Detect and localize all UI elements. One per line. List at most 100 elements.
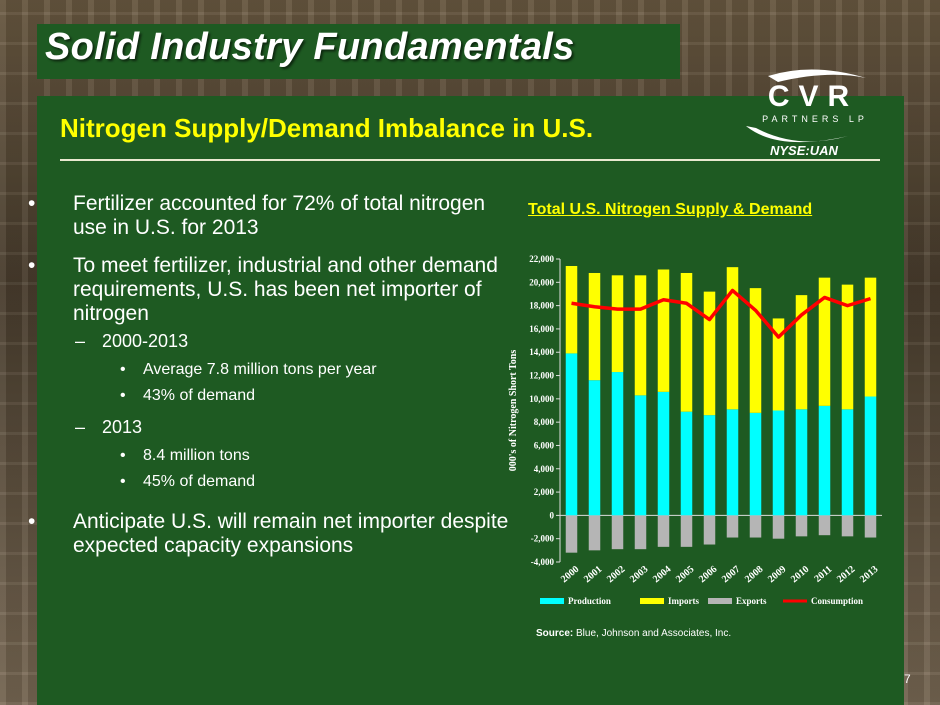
logo-main-text: CVR [768, 80, 858, 113]
legend-swatch-production [540, 598, 564, 604]
x-tick-label: 2003 [628, 564, 650, 585]
x-tick-label: 2004 [651, 564, 673, 585]
x-tick-label: 2010 [789, 564, 811, 585]
legend-label-exports: Exports [736, 596, 767, 606]
y-tick-label: 10,000 [529, 394, 554, 404]
sub-sub-bullet-item: Average 7.8 million tons per year [28, 360, 518, 380]
bar-exports [680, 515, 693, 547]
bar-production [703, 415, 716, 516]
x-tick-label: 2007 [720, 564, 742, 585]
bar-production [864, 396, 877, 516]
bullet-item: Fertilizer accounted for 72% of total ni… [28, 192, 518, 240]
bar-production [611, 372, 624, 516]
bar-exports [588, 515, 601, 551]
y-axis-label: 000's of Nitrogen Short Tons [508, 350, 519, 472]
bullet-item: Anticipate U.S. will remain net importer… [28, 510, 518, 558]
logo-swoosh [768, 69, 866, 82]
logo-sub-text: PARTNERS LP [762, 114, 868, 124]
sub-sub-bullet-item: 43% of demand [28, 386, 518, 406]
bar-production [726, 409, 739, 516]
bar-imports [864, 277, 877, 397]
bar-production [795, 409, 808, 516]
bar-imports [611, 275, 624, 373]
bar-exports [726, 515, 739, 538]
bar-imports [841, 284, 854, 410]
bar-production [749, 412, 762, 516]
x-tick-label: 2006 [697, 564, 719, 585]
x-tick-label: 2008 [743, 564, 765, 585]
legend-label-production: Production [568, 596, 611, 606]
legend-label-imports: Imports [668, 596, 699, 606]
y-tick-label: 0 [550, 510, 555, 520]
bar-exports [657, 515, 670, 547]
stock-ticker: NYSE:UAN [770, 143, 838, 158]
divider-rule [60, 159, 880, 161]
cvr-logo: CVR PARTNERS LP [746, 69, 868, 143]
bar-exports [841, 515, 854, 537]
bar-production [680, 411, 693, 516]
legend-swatch-exports [708, 598, 732, 604]
legend-swatch-imports [640, 598, 664, 604]
legend-label-consumption: Consumption [811, 596, 863, 606]
bar-imports [588, 272, 601, 381]
page-number: 7 [904, 672, 911, 686]
y-tick-label: -2,000 [531, 534, 555, 544]
x-tick-label: 2011 [812, 564, 834, 585]
bar-production [657, 391, 670, 516]
x-tick-label: 2002 [605, 564, 627, 585]
bar-production [772, 410, 785, 516]
bullet-list: Fertilizer accounted for 72% of total ni… [28, 192, 518, 572]
sub-sub-bullet-item: 45% of demand [28, 472, 518, 492]
bar-exports [864, 515, 877, 538]
bar-imports [657, 269, 670, 392]
bar-exports [749, 515, 762, 538]
y-tick-label: 18,000 [529, 301, 554, 311]
bar-exports [634, 515, 647, 550]
bar-exports [703, 515, 716, 545]
bar-imports [703, 291, 716, 416]
bar-imports [565, 265, 578, 354]
source-label: Source: [536, 628, 574, 639]
sub-bullet-item: 2013 [28, 416, 518, 438]
x-tick-label: 2000 [559, 564, 581, 585]
bar-imports [772, 318, 785, 411]
bar-imports [795, 295, 808, 410]
nitrogen-chart: -4,000 -2,000 0 2,000 4,000 6,000 8,000 10,000 1… [508, 254, 882, 606]
bar-imports [749, 288, 762, 413]
bar-exports [772, 515, 785, 539]
sub-sub-bullet-item: 8.4 million tons [28, 446, 518, 466]
bar-imports [726, 267, 739, 410]
bar-production [565, 353, 578, 516]
chart-title: Total U.S. Nitrogen Supply & Demand [528, 201, 813, 218]
bar-exports [818, 515, 831, 536]
sub-bullet-item: 2000-2013 [28, 330, 518, 352]
y-tick-label: 12,000 [529, 371, 554, 381]
y-tick-label: 2,000 [534, 487, 555, 497]
line-consumption [571, 288, 872, 339]
y-tick-label: 6,000 [534, 440, 555, 450]
y-tick-label: -4,000 [531, 557, 555, 567]
bar-exports [795, 515, 808, 537]
slide-subtitle: Nitrogen Supply/Demand Imbalance in U.S. [60, 113, 594, 143]
x-tick-label: 2009 [766, 564, 788, 585]
x-tick-label: 2001 [582, 564, 604, 585]
y-tick-label: 20,000 [529, 277, 554, 287]
slide-title: Solid Industry Fundamentals [45, 26, 575, 68]
bar-exports [611, 515, 624, 550]
y-tick-label: 8,000 [534, 417, 555, 427]
source-text: Blue, Johnson and Associates, Inc. [576, 628, 732, 639]
bullet-item: To meet fertilizer, industrial and other… [28, 254, 518, 326]
y-tick-label: 4,000 [534, 464, 555, 474]
title-bar [37, 24, 680, 79]
bar-imports [634, 275, 647, 396]
bar-exports [565, 515, 578, 553]
bar-production [634, 395, 647, 516]
source-note: Source: Blue, Johnson and Associates, In… [536, 628, 731, 639]
bar-imports [818, 277, 831, 406]
x-tick-label: 2005 [674, 564, 696, 585]
y-tick-label: 16,000 [529, 324, 554, 334]
x-tick-label: 2012 [835, 564, 857, 585]
x-tick-label: 2013 [858, 564, 880, 585]
y-tick-label: 14,000 [529, 347, 554, 357]
logo-swoosh-lower [746, 126, 848, 143]
